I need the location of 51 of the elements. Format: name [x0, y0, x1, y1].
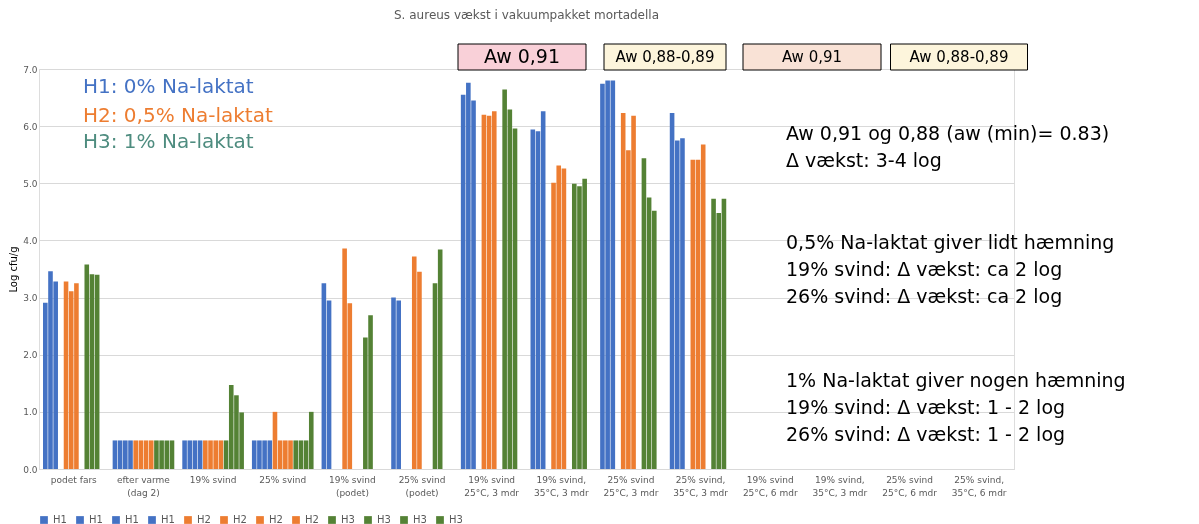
y-tick-label: 7.0 — [23, 64, 38, 75]
y-axis-title: Log cfu/g — [8, 246, 20, 293]
legend-label: H3 — [413, 514, 427, 524]
legend-label: H1 — [161, 514, 175, 524]
x-tick-label: 25% svind, 35°C, 6 mdr — [951, 474, 1007, 498]
annotation: H3: 1% Na-laktat — [83, 129, 254, 153]
bar — [84, 264, 90, 469]
x-tick-label: 25% svind (podet) — [398, 474, 446, 498]
x-tick-label: 25% svind 25°C, 3 mdr — [603, 474, 659, 498]
annotation: Aw 0,91 og 0,88 (aw (min)= 0.83) Δ vækst: 3-4 log — [786, 122, 1110, 171]
x-tick-label: 19% svind, 35°C, 3 mdr — [812, 474, 868, 498]
legend-label: H2 — [197, 514, 211, 524]
y-tick-label: 5.0 — [23, 178, 38, 189]
legend-label: H2 — [305, 514, 319, 524]
annotation: 1% Na-laktat giver nogen hæmning 19% svind: Δ vækst: 1 - 2 log 26% svind: Δ vækst: 1 - 2 log — [786, 369, 1126, 445]
text: Aw 0,88-0,89 — [615, 48, 715, 66]
legend-label: H2 — [233, 514, 247, 524]
y-tick-label: 1.0 — [23, 407, 38, 418]
x-tick-label: 25% svind 25°C, 6 mdr — [882, 474, 938, 498]
x-tick-label: 25% svind, 35°C, 3 mdr — [673, 474, 729, 498]
x-tick-label: 19% svind, 35°C, 3 mdr — [533, 474, 589, 498]
annotation: H2: 0,5% Na-laktat — [83, 103, 273, 127]
legend-label: H2 — [269, 514, 283, 524]
y-tick-label: 4.0 — [23, 235, 38, 246]
x-tick-label: efter varme (dag 2) — [117, 474, 171, 498]
legend-label: H1 — [53, 514, 67, 524]
y-tick-label: 2.0 — [23, 350, 38, 361]
y-tick-label: 6.0 — [23, 121, 38, 132]
x-tick-label: 25% svind — [259, 474, 307, 485]
chart-title: S. aureus vækst i vakuumpakket mortadella — [393, 7, 660, 22]
legend-label: H3 — [341, 514, 355, 524]
y-tick-label: 0.0 — [23, 464, 38, 475]
bar — [308, 411, 314, 469]
legend-label: H1 — [89, 514, 103, 524]
x-tick-label: 19% svind (podet) — [328, 474, 376, 498]
bar — [491, 111, 497, 469]
annotation: H1: 0% Na-laktat — [83, 74, 254, 98]
x-tick-label: podet fars — [50, 474, 98, 485]
text: Aw 0,91 — [781, 48, 843, 66]
x-tick-label: 19% svind 25°C, 3 mdr — [464, 474, 520, 498]
x-tick-label: 19% svind 25°C, 6 mdr — [742, 474, 798, 498]
text: Aw 0,88-0,89 — [909, 48, 1009, 66]
bar — [148, 440, 154, 469]
bar — [293, 440, 299, 469]
legend-label: H3 — [377, 514, 391, 524]
legend-label: H3 — [449, 514, 463, 524]
annotation: 0,5% Na-laktat giver lidt hæmning 19% svind: Δ vækst: ca 2 log 26% svind: Δ vækst: ca 2 log — [786, 231, 1115, 307]
y-tick-label: 3.0 — [23, 293, 38, 304]
x-tick-label: 19% svind — [189, 474, 237, 485]
legend-label: H1 — [125, 514, 139, 524]
text: Aw 0,91 — [483, 45, 561, 67]
